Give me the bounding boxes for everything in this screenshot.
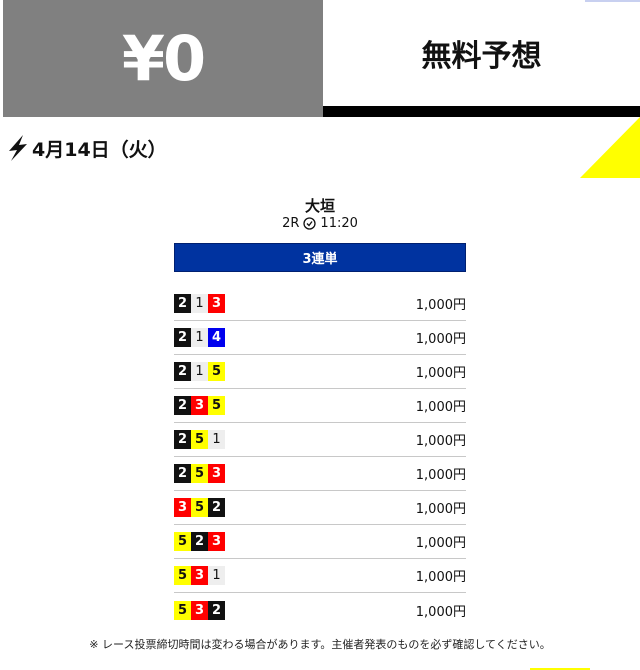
boat-number: 5	[191, 498, 208, 517]
boat-number: 2	[208, 600, 225, 620]
boat-number: 1	[208, 430, 225, 449]
pick-amount: 1,000円	[415, 400, 466, 415]
venue-name: 大垣	[304, 197, 335, 215]
boat-number: 3	[191, 396, 208, 415]
boat-number: 2	[174, 294, 191, 313]
boat-number: 1	[191, 294, 208, 313]
pick-amount: 1,000円	[415, 366, 466, 381]
boat-number: 1	[191, 328, 208, 347]
pick-row: 2 1 4 1,000円	[174, 321, 466, 355]
boat-number: 2	[174, 396, 191, 415]
boat-number: 3	[208, 532, 225, 551]
boat-number: 3	[191, 600, 208, 620]
price-label: ¥0	[3, 0, 323, 117]
pick-amount: 1,000円	[415, 502, 466, 517]
pick-row: 2 3 5 1,000円	[174, 389, 466, 423]
boat-number: 5	[174, 600, 191, 620]
boat-number: 2	[191, 532, 208, 551]
pick-amount: 1,000円	[415, 570, 466, 585]
yellow-strip-decoration	[530, 668, 590, 670]
title-underline	[323, 106, 640, 117]
race-info: 2R 11:20	[0, 216, 640, 231]
pick-row: 3 5 2 1,000円	[174, 491, 466, 525]
pick-row: 5 3 2 1,000円	[174, 593, 466, 627]
pick-amount: 1,000円	[415, 604, 466, 620]
boat-number: 2	[174, 464, 191, 483]
pick-row: 2 1 3 1,000円	[174, 287, 466, 321]
boat-number: 5	[208, 396, 225, 415]
boat-number: 3	[208, 294, 225, 313]
pick-row: 2 1 5 1,000円	[174, 355, 466, 389]
picks-list: 2 1 3 1,000円 2 1 4 1,000円 2 1 5 1,000円 2 3 5 1,000円 2 5 1 1…	[174, 287, 466, 627]
pick-amount: 1,000円	[415, 536, 466, 551]
boat-number: 5	[174, 532, 191, 551]
top-accent-line	[585, 0, 640, 2]
page-title: 無料予想	[421, 39, 542, 74]
boat-number: 4	[208, 328, 225, 347]
boat-number: 2	[174, 362, 191, 381]
boat-number: 1	[191, 362, 208, 381]
bet-type-tab[interactable]: 3連単	[174, 243, 466, 272]
pick-amount: 1,000円	[415, 468, 466, 483]
pick-amount: 1,000円	[415, 332, 466, 347]
boat-number: 1	[208, 566, 225, 585]
date-heading: 4月14日（火）	[6, 134, 167, 162]
boat-number: 5	[191, 464, 208, 483]
race-time: 11:20	[320, 216, 358, 231]
date-text: 4月14日（火）	[32, 138, 167, 161]
race-number: 2R	[282, 216, 300, 231]
pick-row: 5 2 3 1,000円	[174, 525, 466, 559]
boat-number: 3	[191, 566, 208, 585]
boat-number: 2	[208, 498, 225, 517]
boat-number: 5	[191, 430, 208, 449]
clock-icon	[303, 217, 317, 230]
yellow-triangle-decoration	[580, 117, 640, 178]
header: ¥0 無料予想	[0, 0, 640, 117]
pick-row: 2 5 1 1,000円	[174, 423, 466, 457]
boat-number: 2	[174, 328, 191, 347]
boat-number: 5	[208, 362, 225, 381]
boat-number: 2	[174, 430, 191, 449]
boat-number: 3	[174, 498, 191, 517]
boat-number: 3	[208, 464, 225, 483]
lightning-icon	[9, 135, 27, 161]
boat-number: 5	[174, 566, 191, 585]
pick-row: 5 3 1 1,000円	[174, 559, 466, 593]
pick-row: 2 5 3 1,000円	[174, 457, 466, 491]
pick-amount: 1,000円	[415, 298, 466, 313]
pick-amount: 1,000円	[415, 434, 466, 449]
deadline-note: ※ レース投票締切時間は変わる場合があります。主催者発表のものを必ず確認してくだ…	[89, 638, 551, 651]
